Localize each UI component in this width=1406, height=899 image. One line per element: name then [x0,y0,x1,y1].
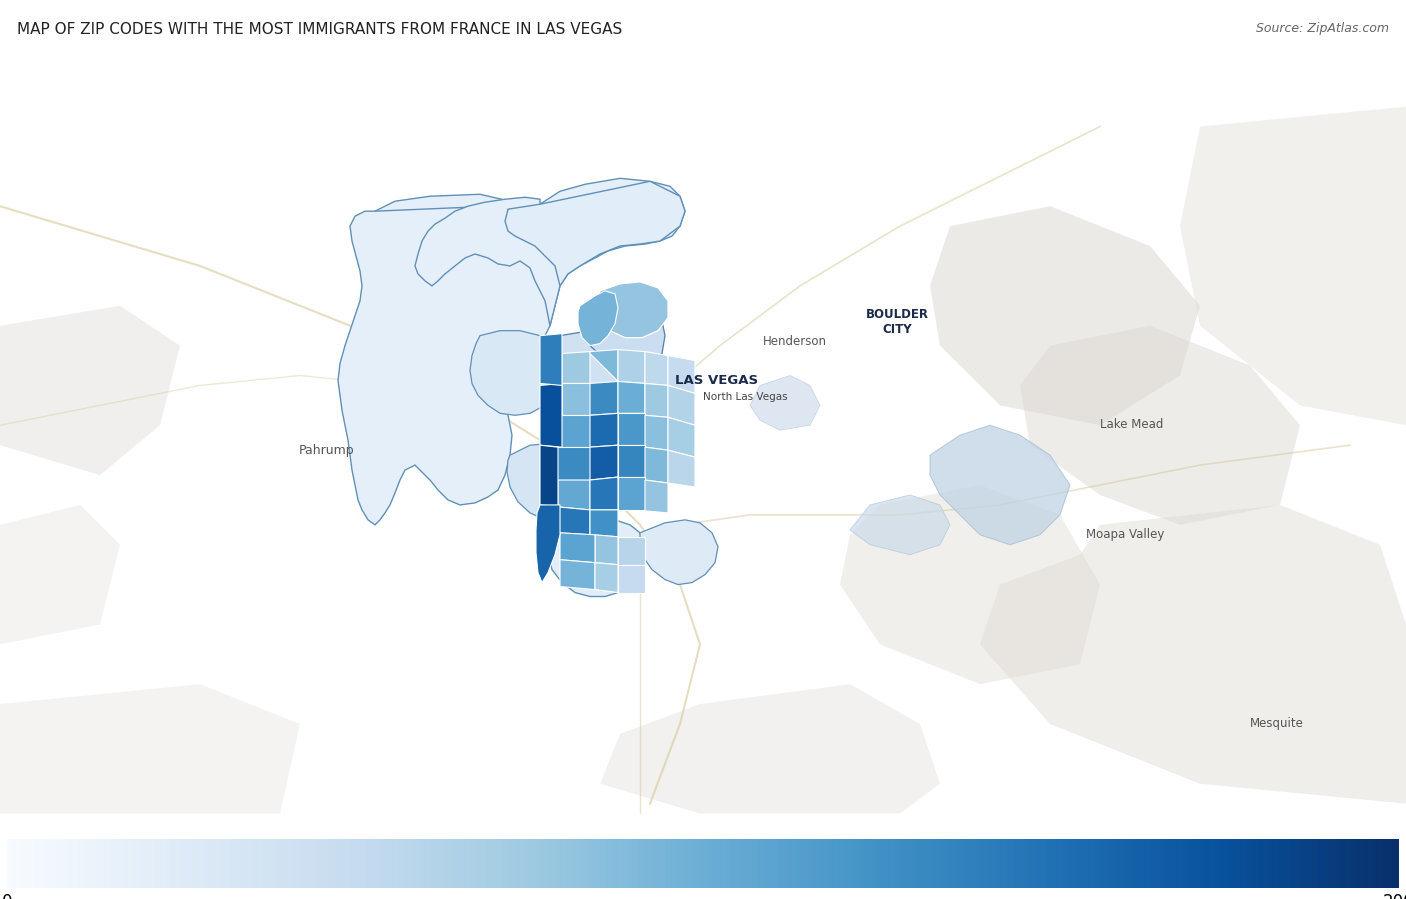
Polygon shape [645,384,668,417]
Polygon shape [558,480,591,510]
Text: North Las Vegas: North Las Vegas [703,392,787,402]
Polygon shape [619,350,645,384]
Polygon shape [555,327,662,433]
Polygon shape [645,480,668,513]
Polygon shape [640,520,718,584]
Polygon shape [560,560,595,590]
Polygon shape [749,376,820,431]
Text: Source: ZipAtlas.com: Source: ZipAtlas.com [1256,22,1389,35]
Text: Henderson: Henderson [762,335,827,348]
Polygon shape [548,520,645,597]
Polygon shape [0,684,299,814]
Polygon shape [668,417,695,457]
Text: Lake Mead: Lake Mead [1099,418,1164,431]
Text: Mesquite: Mesquite [1250,717,1303,730]
Polygon shape [619,414,645,445]
Polygon shape [1019,325,1301,525]
Polygon shape [668,386,695,425]
Polygon shape [619,537,645,565]
Polygon shape [562,384,591,415]
Text: BOULDER
CITY: BOULDER CITY [866,308,928,336]
Polygon shape [470,331,562,415]
Polygon shape [555,447,591,480]
Polygon shape [560,533,595,563]
Polygon shape [581,306,665,368]
Polygon shape [839,485,1099,684]
Polygon shape [619,381,645,414]
Polygon shape [668,450,695,487]
Polygon shape [595,563,619,592]
Polygon shape [591,381,619,415]
Polygon shape [540,445,558,507]
Polygon shape [645,447,668,483]
Polygon shape [591,477,619,510]
Polygon shape [851,495,950,555]
Polygon shape [558,507,591,535]
Polygon shape [645,415,668,450]
Polygon shape [415,178,685,325]
Polygon shape [1180,107,1406,425]
Polygon shape [558,415,591,447]
Text: LAS VEGAS: LAS VEGAS [675,375,759,387]
Polygon shape [591,414,619,447]
Polygon shape [508,443,598,520]
Polygon shape [668,356,695,394]
Polygon shape [368,194,560,296]
Polygon shape [540,384,562,447]
Polygon shape [337,204,565,525]
Polygon shape [562,352,591,384]
Polygon shape [591,445,619,480]
Polygon shape [980,505,1406,804]
Text: Moapa Valley: Moapa Valley [1085,528,1164,541]
Polygon shape [596,282,668,338]
Polygon shape [645,352,668,386]
Polygon shape [929,206,1199,425]
Polygon shape [595,535,619,565]
Polygon shape [591,350,619,381]
Polygon shape [578,291,619,345]
Polygon shape [536,505,560,583]
Polygon shape [540,334,562,386]
Text: Pahrump: Pahrump [298,444,354,457]
Polygon shape [0,306,180,475]
Polygon shape [600,684,941,814]
Polygon shape [619,445,645,477]
Polygon shape [619,477,645,510]
Polygon shape [929,425,1070,545]
Polygon shape [591,510,619,537]
Polygon shape [505,182,685,286]
Text: MAP OF ZIP CODES WITH THE MOST IMMIGRANTS FROM FRANCE IN LAS VEGAS: MAP OF ZIP CODES WITH THE MOST IMMIGRANT… [17,22,621,38]
Polygon shape [619,565,645,592]
Polygon shape [0,505,120,645]
